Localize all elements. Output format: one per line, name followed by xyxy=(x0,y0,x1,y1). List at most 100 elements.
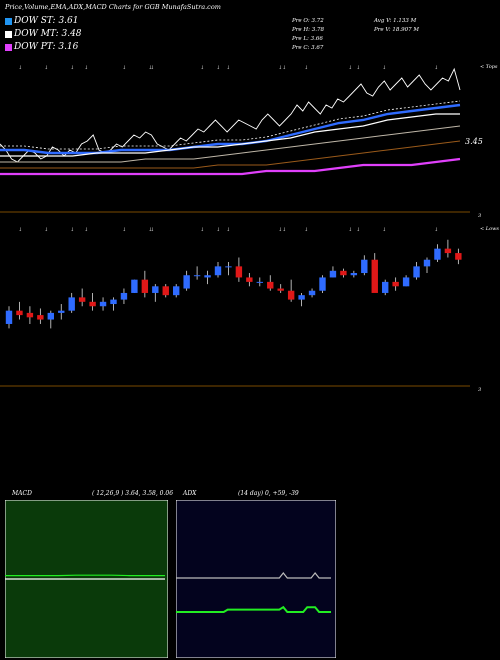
candle-body xyxy=(361,259,368,274)
arrow-marker: ↓ xyxy=(434,227,438,233)
arrow-marker: ↓ xyxy=(348,65,352,71)
arrow-marker: ↓ xyxy=(84,65,88,71)
candle-body xyxy=(350,273,358,276)
candle-body xyxy=(413,266,420,278)
arrow-marker: ↓ xyxy=(148,65,152,71)
arrow-marker: ↓ xyxy=(382,227,386,233)
pre-volume: Pre V: 18.907 M xyxy=(374,27,419,33)
dow-pt-swatch xyxy=(5,44,12,51)
arrow-marker: ↓ xyxy=(304,65,308,71)
macd-params: ( 12,26,9 ) 3.64, 3.58, 0.06 xyxy=(92,490,174,497)
arrow-marker: ↓ xyxy=(70,227,74,233)
candle-body xyxy=(287,290,295,300)
candle-body xyxy=(131,279,138,293)
adx-panel xyxy=(176,500,336,658)
arrow-marker: ↓ xyxy=(304,227,308,233)
macd-label: MACD xyxy=(12,490,32,497)
chart-title: Price,Volume,EMA,ADX,MACD Charts for GGB… xyxy=(5,3,221,11)
arrow-marker: ↓ xyxy=(122,65,126,71)
candle-body xyxy=(444,248,452,254)
ema-arrow-markers: ↓ ↓ ↓ ↓ ↓ ↓↓ ↓ ↓↓ ↓ ↓↓ ↓ ↓↓ ↓ xyxy=(18,65,438,71)
arrow-marker: ↓ xyxy=(348,227,352,233)
arrow-marker: ↓ xyxy=(282,65,286,71)
candle-body xyxy=(235,266,243,278)
dow-st-label: DOW ST: 3.61 xyxy=(14,16,79,26)
candle-bottom-tick: 3 xyxy=(478,387,481,392)
ema-line-price xyxy=(0,67,461,163)
candle-body xyxy=(246,277,253,282)
adx-lines xyxy=(176,572,331,613)
arrow-marker: ↓ xyxy=(148,227,152,233)
candle-body xyxy=(402,277,410,287)
candle-body xyxy=(193,275,201,277)
candle-body xyxy=(78,297,86,302)
arrow-marker: ↓ xyxy=(382,65,386,71)
arrow-marker: ↓ xyxy=(70,65,74,71)
candle-body xyxy=(214,266,222,276)
arrow-marker: ↓ xyxy=(44,65,48,71)
candle-body xyxy=(204,275,211,278)
candle-body xyxy=(277,288,284,291)
pre-open: Pre O: 3.72 xyxy=(292,18,324,24)
ema-line-ema_fast xyxy=(0,103,461,155)
candle-body xyxy=(110,299,117,305)
candle-body xyxy=(141,279,149,293)
ema-line-ema_long xyxy=(0,140,461,169)
arrow-marker: ↓ xyxy=(278,227,282,233)
arrow-marker: ↓ xyxy=(356,227,360,233)
ema-dashed-line xyxy=(0,100,461,150)
candle-body xyxy=(225,266,232,268)
ema-line-ema_slow xyxy=(0,125,461,163)
dow-mt-swatch xyxy=(5,31,12,38)
candle-body xyxy=(308,290,316,296)
candle-lows-label: < Lows xyxy=(480,226,499,232)
avg-volume: Avg V: 1.133 M xyxy=(374,18,417,24)
arrow-marker: ↓ xyxy=(44,227,48,233)
ema-price-label: 3.45 xyxy=(465,137,483,146)
candle-body xyxy=(16,310,23,316)
arrow-marker: ↓ xyxy=(150,65,154,71)
candles xyxy=(5,239,462,329)
dow-pt-label: DOW PT: 3.16 xyxy=(14,42,79,52)
dow-mt-label: DOW MT: 3.48 xyxy=(14,29,82,39)
dow-st-swatch xyxy=(5,18,12,25)
candle-body xyxy=(47,312,54,320)
candle-body xyxy=(298,295,305,300)
candle-body xyxy=(37,315,44,320)
candle-body xyxy=(162,286,169,296)
macd-lines xyxy=(5,574,165,580)
macd-panel xyxy=(5,500,168,658)
ema-panel: ↓ ↓ ↓ ↓ ↓ ↓↓ ↓ ↓↓ ↓ ↓↓ ↓ ↓↓ ↓ < Tops 3 3.45 xyxy=(0,64,498,219)
adx-params: (14 day) 0, +59, -39 xyxy=(238,490,299,497)
candle-body xyxy=(89,301,96,307)
adx-frame xyxy=(176,500,336,658)
arrow-marker: ↓ xyxy=(122,227,126,233)
candle-body xyxy=(423,259,431,267)
candle-body xyxy=(319,277,326,291)
candle-body xyxy=(99,301,107,307)
candle-body xyxy=(340,270,347,276)
candle-body xyxy=(455,253,462,260)
arrow-marker: ↓ xyxy=(356,65,360,71)
candle-body xyxy=(68,297,75,311)
candle-body xyxy=(152,286,159,293)
arrow-marker: ↓ xyxy=(18,65,22,71)
candle-body xyxy=(392,281,399,287)
candle-body xyxy=(329,270,337,278)
arrow-marker: ↓ xyxy=(150,227,154,233)
pre-high: Pre H: 3.78 xyxy=(292,27,324,33)
arrow-marker: ↓ xyxy=(226,65,230,71)
candle-body xyxy=(58,310,65,313)
pre-close: Pre C: 3.67 xyxy=(292,45,324,51)
candle-body xyxy=(434,248,441,260)
candle-body xyxy=(173,286,180,296)
arrow-marker: ↓ xyxy=(84,227,88,233)
ema-line-dow_pt_line xyxy=(0,157,461,176)
candle-body xyxy=(183,275,190,289)
arrow-marker: ↓ xyxy=(278,65,282,71)
candle-panel: ↓ ↓ ↓ ↓ ↓ ↓↓ ↓ ↓↓ ↓ ↓↓ ↓ ↓↓ ↓ < Lows 3 xyxy=(0,226,499,392)
arrow-marker: ↓ xyxy=(200,65,204,71)
arrow-marker: ↓ xyxy=(434,65,438,71)
candle-body xyxy=(5,310,13,324)
candle-body xyxy=(256,281,263,283)
